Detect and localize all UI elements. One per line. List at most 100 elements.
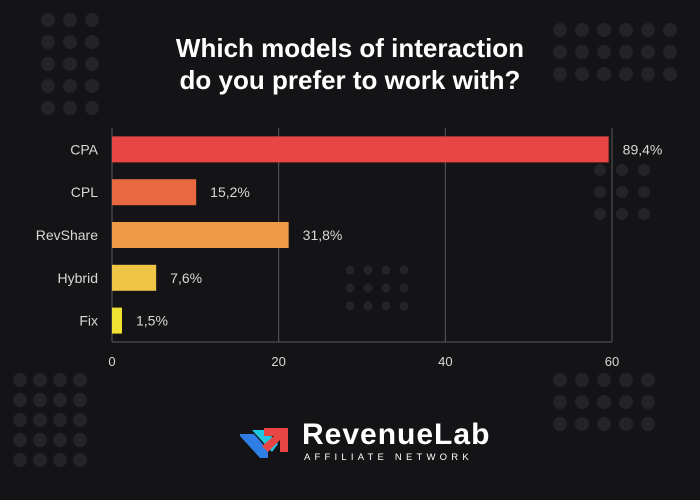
decor-dot — [619, 417, 633, 431]
decor-dot — [13, 433, 27, 447]
decor-dot — [63, 101, 77, 115]
decor-dot — [597, 45, 611, 59]
decor-dot — [641, 67, 655, 81]
decor-dot — [85, 57, 99, 71]
decor-dot — [597, 395, 611, 409]
decor-dot — [345, 265, 355, 275]
decor-dot — [33, 433, 47, 447]
brand-tagline: AFFILIATE NETWORK — [304, 452, 473, 463]
category-label: CPA — [70, 141, 98, 157]
decor-dot — [641, 373, 655, 387]
value-label: 7,6% — [170, 270, 202, 286]
decor-dot — [594, 164, 606, 176]
category-label: RevShare — [36, 227, 98, 243]
decor-dot — [619, 23, 633, 37]
decor-dot — [616, 208, 628, 220]
decor-dot — [597, 67, 611, 81]
title-line-1: Which models of interaction — [175, 33, 525, 63]
decor-dot — [638, 208, 650, 220]
decor-dot — [53, 393, 67, 407]
decor-dot — [73, 433, 87, 447]
value-label: 31,8% — [303, 227, 343, 243]
bar-cpl — [112, 179, 197, 206]
decor-dot — [33, 393, 47, 407]
decor-dot — [85, 101, 99, 115]
decor-dot — [85, 35, 99, 49]
decor-dot — [597, 23, 611, 37]
category-label: Hybrid — [58, 270, 98, 286]
decor-dot — [553, 45, 567, 59]
decor-dot — [85, 13, 99, 27]
decor-dot — [53, 433, 67, 447]
decor-dot — [663, 45, 677, 59]
title-line-2: do you prefer to work with? — [179, 65, 521, 95]
bar-cpa — [112, 136, 609, 163]
bar-hybrid — [112, 264, 157, 291]
chart-title: Which models of interaction do you prefe… — [0, 32, 700, 96]
decor-dot — [41, 57, 55, 71]
decor-dot — [619, 45, 633, 59]
decor-dot — [399, 265, 409, 275]
decor-dot — [53, 453, 67, 467]
decor-dot — [619, 67, 633, 81]
decor-dot — [575, 395, 589, 409]
decor-dot — [33, 413, 47, 427]
decor-dot — [575, 67, 589, 81]
decor-dot — [594, 186, 606, 198]
decor-dot — [345, 283, 355, 293]
arrow-logo-icon — [240, 428, 288, 458]
decor-dot — [594, 208, 606, 220]
decor-dot — [73, 373, 87, 387]
decor-dot — [381, 301, 391, 311]
decor-dot — [73, 453, 87, 467]
bar-fix — [112, 307, 122, 334]
brand-name: RevenueLab — [302, 418, 491, 451]
decor-dot — [597, 417, 611, 431]
decor-dot — [638, 186, 650, 198]
decor-dot — [33, 453, 47, 467]
decor-dot — [381, 283, 391, 293]
value-label: 89,4% — [623, 141, 663, 157]
decor-dot — [381, 265, 391, 275]
decor-dot — [641, 45, 655, 59]
decor-dot — [63, 13, 77, 27]
decor-dot — [13, 453, 27, 467]
decor-dot — [575, 417, 589, 431]
decor-dot — [73, 413, 87, 427]
brand-logo: RevenueLab AFFILIATE NETWORK — [238, 418, 489, 468]
value-label: 1,5% — [136, 313, 168, 329]
decor-dot — [616, 164, 628, 176]
x-tick-label: 60 — [605, 354, 619, 369]
decor-dot — [41, 35, 55, 49]
decor-dot — [73, 393, 87, 407]
decor-dot — [641, 417, 655, 431]
decor-dot — [13, 413, 27, 427]
decor-dot — [619, 395, 633, 409]
decor-dot — [363, 301, 373, 311]
decor-dot — [41, 13, 55, 27]
x-tick-label: 20 — [271, 354, 285, 369]
decor-dot — [363, 265, 373, 275]
decor-dot — [33, 373, 47, 387]
decor-dot — [63, 79, 77, 93]
bar-revshare — [112, 222, 289, 248]
decor-dot — [399, 301, 409, 311]
decor-dot — [13, 393, 27, 407]
decor-dot — [553, 373, 567, 387]
decor-dot — [41, 101, 55, 115]
decor-dot — [553, 23, 567, 37]
decor-dot — [619, 373, 633, 387]
decor-dot — [663, 23, 677, 37]
decor-dot — [553, 417, 567, 431]
decor-dot — [63, 57, 77, 71]
decor-dot — [345, 301, 355, 311]
decor-dot — [641, 23, 655, 37]
category-label: CPL — [71, 184, 98, 200]
decor-dot — [363, 283, 373, 293]
x-tick-label: 0 — [108, 354, 115, 369]
decor-dot — [53, 413, 67, 427]
decor-dot — [85, 79, 99, 93]
decor-dot — [597, 373, 611, 387]
